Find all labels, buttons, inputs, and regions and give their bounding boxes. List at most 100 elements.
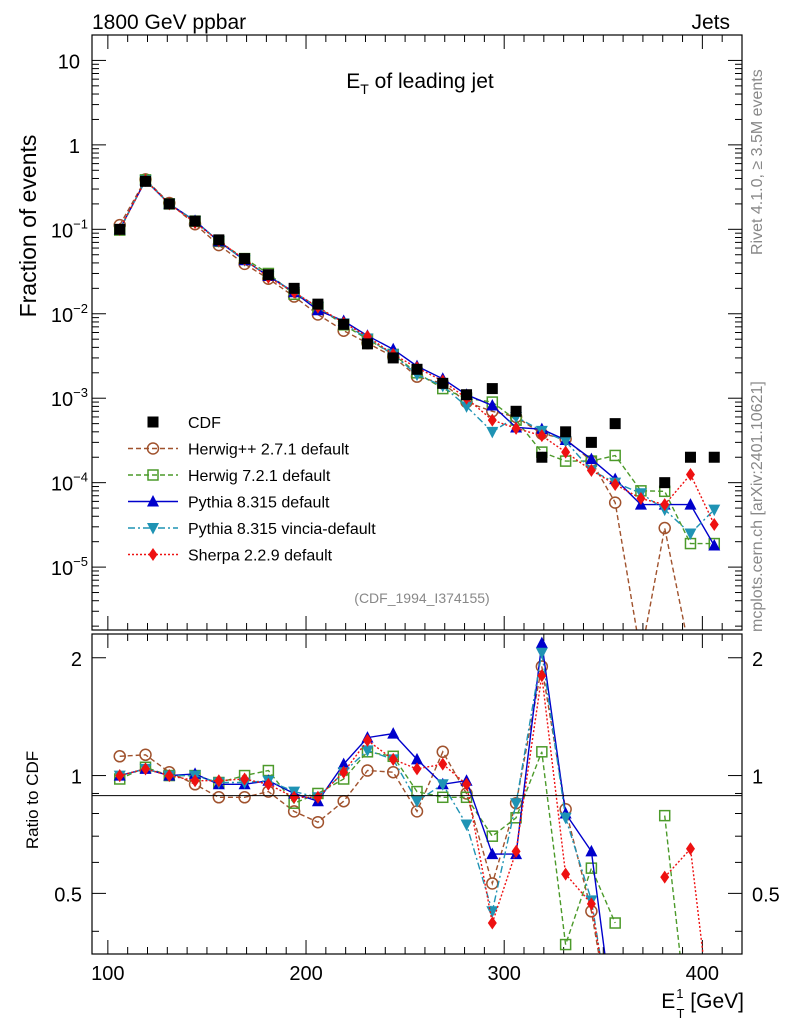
data-point (486, 383, 498, 395)
series-cdf (114, 175, 720, 489)
data-point (684, 498, 697, 510)
legend: CDF Herwig++ 2.7.1 default Herwig 7.2.1 de… (128, 415, 376, 565)
data-point (585, 436, 597, 448)
data-point (312, 298, 324, 310)
ratio-point (113, 750, 126, 763)
ratio-ytick-label-left: 0.5 (54, 884, 82, 906)
ratio-ytick-label-right: 1 (752, 767, 763, 789)
data-point (537, 429, 547, 443)
ratio-xtick-label: 300 (488, 963, 521, 985)
data-point (709, 517, 719, 531)
category-label: Jets (691, 11, 730, 34)
data-point (487, 413, 497, 427)
ratio-point (164, 769, 174, 783)
data-point (486, 426, 499, 439)
data-point (510, 405, 522, 417)
ratio-ytick-label-right: 0.5 (752, 884, 780, 906)
data-point (636, 491, 646, 505)
ratio-point (115, 769, 125, 783)
data-point (559, 436, 572, 448)
ratio-point (388, 752, 398, 766)
data-point (411, 363, 423, 375)
data-point (486, 398, 499, 411)
data-point (660, 498, 670, 512)
data-point (288, 282, 300, 294)
data-point (262, 269, 274, 281)
data-point (213, 234, 225, 246)
ratio-xtick-label: 400 (686, 963, 719, 985)
ratio-point (313, 790, 323, 804)
data-point (609, 418, 621, 430)
analysis-id-label: (CDF_1994_I374155) (354, 590, 489, 606)
legend-marker (147, 416, 159, 428)
ratio-point (141, 762, 151, 776)
ratio-xtick-label: 100 (91, 963, 124, 985)
ratio-ylabel: Ratio to CDF (23, 751, 42, 849)
ratio-line (119, 675, 704, 954)
ratio-point (537, 669, 547, 683)
ratio-point (486, 830, 499, 842)
legend-label: Herwig 7.2.1 default (188, 468, 331, 485)
ratio-point (462, 777, 472, 791)
data-point (189, 215, 201, 227)
legend-marker (147, 523, 159, 535)
ratio-point (238, 791, 251, 804)
ratio-point (287, 805, 301, 818)
ratio-point (660, 870, 670, 884)
ratio-point (263, 777, 273, 791)
data-point (140, 175, 152, 187)
legend-label: Herwig++ 2.7.1 default (188, 442, 350, 459)
data-point (460, 401, 473, 413)
ratio-point (536, 746, 548, 758)
data-point (163, 198, 175, 210)
data-point (560, 426, 572, 438)
ratio-point (586, 897, 596, 911)
data-point (586, 463, 596, 477)
data-point (387, 352, 399, 364)
ratio-point (212, 791, 226, 804)
main-ytick-label: 10 (58, 51, 80, 73)
data-point (511, 421, 521, 435)
ratio-series-pythia-8-315-default (113, 636, 606, 954)
data-point (609, 449, 621, 462)
ratio-point (460, 819, 473, 831)
mcplots-reference-label: mcplots.cern.ch [arXiv:2401.10621] (749, 381, 766, 632)
ratio-point (289, 790, 299, 804)
main-frame (91, 34, 743, 631)
main-ytick-label: 10−4 (51, 470, 88, 496)
series-line (119, 178, 687, 630)
legend-label: Pythia 8.315 default (188, 495, 330, 512)
ratio-point (339, 765, 349, 779)
ratio-frame (91, 633, 743, 955)
ratio-point (487, 916, 497, 930)
data-point (338, 318, 350, 330)
ratio-ytick-label-left: 2 (71, 649, 82, 671)
ratio-point (387, 727, 400, 739)
data-point (239, 253, 251, 265)
data-point (585, 452, 598, 465)
ratio-point (585, 862, 598, 874)
ratio-ytick-label-left: 1 (71, 767, 82, 789)
ratio-point (214, 774, 224, 788)
data-point (685, 467, 695, 481)
ratio-ytick-label-right: 2 (752, 649, 763, 671)
main-ytick-label: 10−3 (51, 385, 88, 411)
ratio-point (559, 938, 572, 951)
ratio-point (436, 779, 449, 791)
ratio-point (486, 847, 499, 860)
ratio-point (411, 796, 423, 808)
ratio-series-sherpa-2-2-9-default (115, 669, 704, 954)
ratio-point (190, 774, 200, 788)
main-ytick-label: 10−5 (51, 554, 88, 580)
data-point (708, 539, 721, 551)
ratio-point (486, 906, 499, 918)
ratio-series-pythia-8-315-vincia-default (113, 647, 601, 954)
data-point (708, 451, 720, 463)
ratio-point (311, 815, 325, 829)
ratio-point (535, 647, 548, 660)
main-ytick-label: 10−1 (51, 216, 88, 242)
ratio-series-herwig-7-2-1-default (113, 746, 681, 954)
ratio-xtick-label: 200 (289, 963, 322, 985)
data-point (684, 451, 696, 463)
ratio-point (561, 867, 571, 881)
